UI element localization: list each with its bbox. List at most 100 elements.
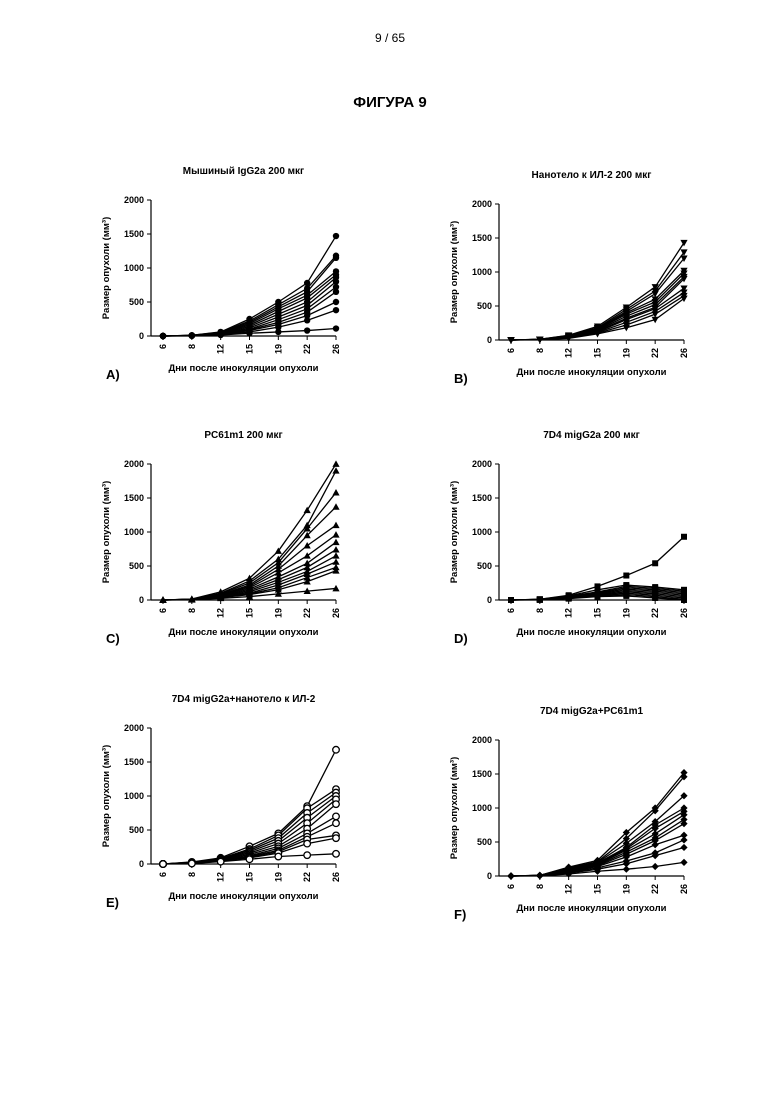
y-tick-label: 0 <box>139 595 144 605</box>
data-point <box>189 860 196 867</box>
data-point <box>623 573 629 579</box>
chart-panel-f: 7D4 migG2a+PC61m105001000150020006812151… <box>384 698 744 938</box>
y-tick-label: 500 <box>129 825 144 835</box>
x-tick-label: 26 <box>331 344 341 354</box>
chart-panel-d: 7D4 migG2a 200 мкг0500100015002000681215… <box>384 422 744 662</box>
y-tick-label: 2000 <box>472 735 492 745</box>
data-point <box>246 330 252 336</box>
data-point <box>217 858 224 865</box>
data-point <box>189 333 195 339</box>
x-tick-label: 22 <box>302 608 312 618</box>
chart-svg: Мышиный IgG2a 200 мкг0500100015002000681… <box>36 158 396 398</box>
data-point <box>304 507 311 513</box>
y-tick-label: 500 <box>129 561 144 571</box>
data-point <box>681 597 687 603</box>
x-axis-label: Дни после инокуляции опухоли <box>517 627 667 638</box>
y-tick-label: 500 <box>477 837 492 847</box>
y-tick-label: 1500 <box>124 757 144 767</box>
x-tick-label: 6 <box>158 608 168 613</box>
data-point <box>652 560 658 566</box>
chart-svg: 7D4 migG2a+PC61m105001000150020006812151… <box>384 698 744 938</box>
y-tick-label: 0 <box>139 331 144 341</box>
data-point <box>652 595 658 601</box>
y-tick-label: 1000 <box>472 803 492 813</box>
y-tick-label: 2000 <box>472 459 492 469</box>
x-tick-label: 19 <box>621 348 631 358</box>
chart-title: 7D4 migG2a+PC61m1 <box>540 706 644 717</box>
page-number: 9 / 65 <box>0 31 780 45</box>
x-tick-label: 8 <box>187 608 197 613</box>
data-point <box>304 542 311 548</box>
y-tick-label: 500 <box>129 297 144 307</box>
data-point <box>332 546 339 552</box>
y-tick-label: 0 <box>487 595 492 605</box>
x-tick-label: 22 <box>650 608 660 618</box>
chart-panel-c: PC61m1 200 мкг05001000150020006812151922… <box>36 422 396 662</box>
y-tick-label: 1500 <box>472 493 492 503</box>
data-point <box>333 746 340 753</box>
data-point <box>333 299 339 305</box>
figure-title: ФИГУРА 9 <box>0 94 780 111</box>
x-axis-label: Дни после инокуляции опухоли <box>517 903 667 914</box>
data-point <box>333 813 340 820</box>
x-tick-label: 19 <box>273 872 283 882</box>
y-tick-label: 1500 <box>124 229 144 239</box>
data-point <box>595 594 601 600</box>
x-tick-label: 12 <box>564 884 574 894</box>
data-point <box>333 835 340 842</box>
y-tick-label: 500 <box>477 561 492 571</box>
chart-svg: 7D4 migG2a 200 мкг0500100015002000681215… <box>384 422 744 662</box>
x-tick-label: 26 <box>679 884 689 894</box>
panel-letter: A) <box>106 367 120 382</box>
chart-panel-b: Нанотело к ИЛ-2 200 мкг05001000150020006… <box>384 162 744 402</box>
y-tick-label: 2000 <box>472 199 492 209</box>
x-tick-label: 15 <box>593 608 603 618</box>
data-point <box>680 240 687 246</box>
chart-title: 7D4 migG2a 200 мкг <box>543 430 640 441</box>
data-point <box>536 872 543 879</box>
x-tick-label: 26 <box>679 608 689 618</box>
x-tick-label: 6 <box>506 608 516 613</box>
data-point <box>304 327 310 333</box>
y-tick-label: 1000 <box>124 263 144 273</box>
x-tick-label: 8 <box>535 608 545 613</box>
data-point <box>333 325 339 331</box>
x-tick-label: 19 <box>273 344 283 354</box>
x-tick-label: 12 <box>216 344 226 354</box>
y-tick-label: 2000 <box>124 723 144 733</box>
y-tick-label: 1500 <box>124 493 144 503</box>
data-point <box>623 866 630 873</box>
x-tick-label: 26 <box>331 608 341 618</box>
data-point <box>160 333 166 339</box>
x-tick-label: 19 <box>621 608 631 618</box>
data-point <box>508 597 514 603</box>
x-tick-label: 8 <box>187 872 197 877</box>
x-tick-label: 6 <box>158 344 168 349</box>
y-tick-label: 1500 <box>472 233 492 243</box>
y-axis-label: Размер опухоли (мм³) <box>449 221 460 323</box>
x-tick-label: 15 <box>245 608 255 618</box>
data-point <box>537 597 543 603</box>
data-point <box>217 332 223 338</box>
data-point <box>332 489 339 495</box>
y-tick-label: 2000 <box>124 195 144 205</box>
x-axis-label: Дни после инокуляции опухоли <box>169 627 319 638</box>
y-axis-label: Размер опухоли (мм³) <box>101 745 112 847</box>
data-point <box>332 552 339 558</box>
x-tick-label: 15 <box>245 872 255 882</box>
y-axis-label: Размер опухоли (мм³) <box>449 481 460 583</box>
data-point <box>566 596 572 602</box>
y-tick-label: 0 <box>487 871 492 881</box>
data-point <box>160 861 167 868</box>
y-tick-label: 2000 <box>124 459 144 469</box>
y-axis-label: Размер опухоли (мм³) <box>101 481 112 583</box>
data-point <box>333 255 339 261</box>
x-tick-label: 12 <box>564 348 574 358</box>
data-point <box>333 307 339 313</box>
x-tick-label: 8 <box>535 884 545 889</box>
x-tick-label: 6 <box>506 884 516 889</box>
panel-letter: F) <box>454 907 466 922</box>
y-tick-label: 1500 <box>472 769 492 779</box>
data-point <box>332 522 339 528</box>
x-tick-label: 8 <box>535 348 545 353</box>
